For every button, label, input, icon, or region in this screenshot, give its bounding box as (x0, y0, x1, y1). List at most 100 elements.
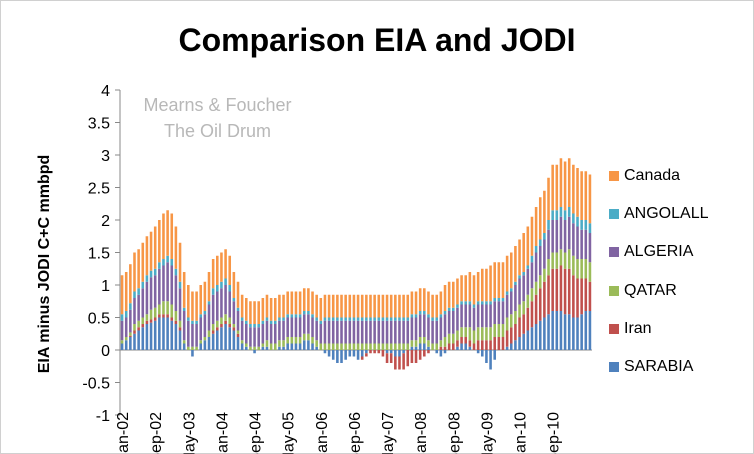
watermark-authors: Mearns & Foucher (143, 95, 292, 115)
bar-segment-iran (381, 350, 385, 357)
bar-segment-sarabia (356, 350, 360, 360)
x-tick-label: May-05 (281, 412, 298, 454)
bar-segment-canada (228, 255, 232, 285)
bar-segment-qatar (207, 330, 211, 337)
bar-segment-canada (377, 294, 381, 318)
bar-segment-sarabia (236, 337, 240, 350)
bar-segment-angolall (406, 317, 410, 321)
bar-segment-sarabia (311, 343, 314, 350)
bar-segment-algeria (273, 324, 277, 344)
bar-segment-algeria (166, 262, 169, 302)
bar-segment-canada (158, 220, 161, 263)
bar-segment-sarabia (460, 343, 463, 350)
bar-segment-canada (497, 262, 501, 298)
bar-segment-algeria (331, 320, 335, 344)
bar-segment-canada (220, 252, 223, 282)
bar-segment-iran (452, 343, 455, 350)
bar-segment-angolall (530, 255, 534, 263)
bar-segment-angolall (514, 281, 517, 285)
bar-segment-canada (534, 207, 538, 246)
legend-swatch (609, 362, 619, 373)
bar-segment-iran (514, 324, 517, 341)
bar-segment-algeria (340, 320, 343, 344)
bar-segment-angolall (509, 288, 513, 292)
bar-segment-qatar (414, 340, 418, 347)
bar-segment-iran (489, 340, 492, 350)
bar-segment-iran (559, 265, 563, 311)
bar-segment-canada (240, 294, 244, 318)
bar-segment-angolall (236, 307, 240, 311)
legend-item-canada: Canada (609, 157, 708, 195)
bar-segment-iran (497, 337, 501, 350)
bar-segment-qatar (286, 337, 289, 344)
bar-segment-angolall (174, 268, 178, 276)
bar-segment-canada (282, 294, 285, 318)
bar-segment-qatar (336, 343, 339, 350)
bar-segment-angolall (563, 210, 567, 220)
bar-segment-qatar (162, 301, 165, 315)
bar-segment-angolall (584, 220, 588, 230)
bar-segment-canada (481, 268, 484, 302)
bar-segment-sarabia (567, 314, 571, 350)
bar-segment-algeria (282, 320, 285, 341)
y-tick-label: 0 (101, 343, 110, 360)
bar-segment-qatar (435, 343, 439, 350)
bar-segment-algeria (348, 320, 352, 344)
bar-segment-angolall (273, 320, 277, 324)
bar-segment-qatar (203, 337, 207, 341)
bar-segment-qatar (298, 337, 302, 344)
bar-segment-iran (162, 314, 165, 318)
bar-segment-canada (211, 259, 215, 289)
bar-segment-canada (278, 294, 281, 318)
bar-segment-iran (472, 343, 476, 350)
bar-segment-algeria (120, 320, 124, 341)
bar-segment-qatar (199, 340, 203, 344)
bar-segment-algeria (307, 314, 310, 334)
bar-segment-canada (170, 213, 174, 259)
bar-segment-qatar (124, 337, 128, 341)
bar-segment-iran (505, 330, 509, 347)
bar-segment-sarabia (580, 314, 583, 350)
bar-segment-sarabia (476, 350, 480, 354)
bar-segment-sarabia (174, 324, 178, 350)
bar-segment-algeria (228, 291, 232, 318)
bar-segment-sarabia (145, 324, 149, 350)
x-tick-label: May-07 (380, 412, 397, 454)
x-tick-label: Jan-10 (513, 412, 530, 454)
bar-segment-canada (323, 294, 327, 318)
bar-segment-algeria (265, 320, 269, 341)
bar-segment-algeria (476, 304, 480, 328)
bar-segment-qatar (311, 337, 314, 344)
bar-segment-qatar (402, 343, 405, 350)
bar-segment-algeria (153, 275, 157, 308)
bar-segment-qatar (369, 343, 372, 350)
bar-segment-iran (563, 268, 567, 315)
legend-swatch (609, 285, 619, 296)
bar-segment-canada (472, 275, 476, 305)
bar-segment-algeria (468, 304, 472, 328)
bar-segment-sarabia (265, 346, 269, 350)
bar-segment-sarabia (551, 311, 554, 350)
bar-segment-algeria (249, 327, 252, 347)
bar-segment-sarabia (435, 350, 439, 354)
y-tick-label: 2.5 (88, 181, 110, 198)
bar-segment-sarabia (298, 343, 302, 350)
bar-segment-iran (530, 301, 534, 328)
bar-segment-algeria (505, 294, 509, 318)
bar-segment-qatar (406, 343, 410, 350)
bar-segment-canada (195, 291, 198, 321)
bar-segment-iran (158, 314, 161, 318)
bar-segment-angolall (133, 291, 136, 298)
bar-segment-angolall (481, 301, 484, 305)
bar-segment-qatar (443, 337, 447, 347)
bar-segment-angolall (191, 320, 194, 324)
bar-segment-canada (232, 272, 236, 298)
bar-segment-sarabia (182, 343, 186, 350)
bar-segment-canada (356, 294, 360, 318)
bar-segment-canada (273, 298, 277, 321)
bar-segment-sarabia (224, 324, 227, 350)
bar-segment-canada (261, 298, 265, 321)
bar-segment-iran (236, 333, 240, 337)
bar-segment-algeria (216, 291, 219, 321)
bar-segment-angolall (456, 304, 459, 308)
